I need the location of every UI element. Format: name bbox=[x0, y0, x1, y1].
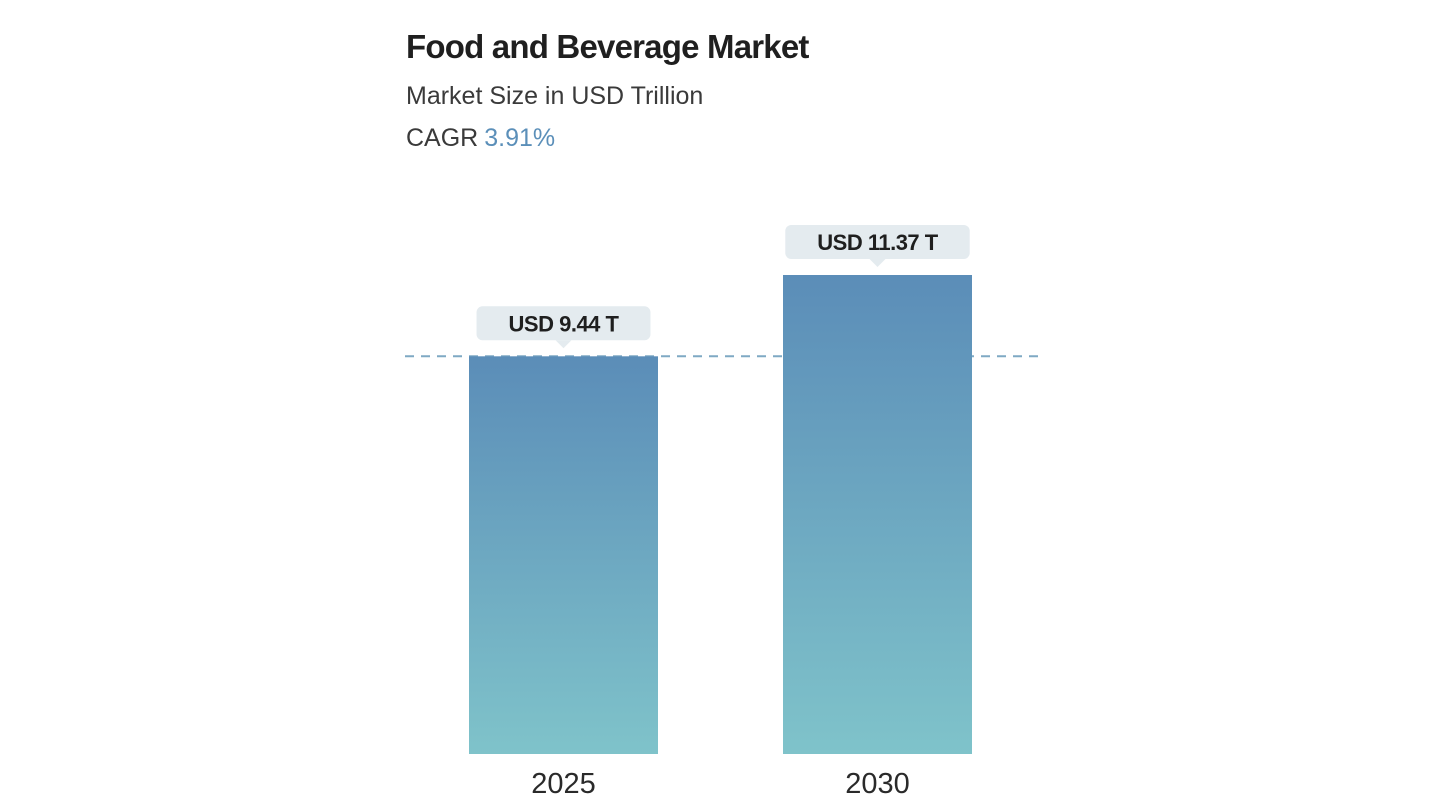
x-tick-label-2030: 2030 bbox=[845, 768, 910, 800]
bars-layer bbox=[469, 275, 972, 754]
x-axis-ticks: 2025 2030 bbox=[531, 768, 910, 800]
cagr-value: 3.91% bbox=[484, 124, 556, 152]
data-label-2030: USD 11.37 T bbox=[785, 225, 970, 267]
cagr-line: CAGR 3.91% bbox=[406, 124, 555, 153]
data-labels-layer: USD 9.44 T USD 11.37 T bbox=[476, 225, 970, 349]
data-label-bubble bbox=[476, 306, 651, 341]
data-label-pointer bbox=[555, 340, 572, 349]
bar-2025 bbox=[469, 356, 658, 754]
x-tick-label-2025: 2025 bbox=[531, 768, 596, 800]
data-label-bubble bbox=[785, 225, 970, 259]
chart-title: Food and Beverage Market bbox=[406, 28, 809, 65]
chart-subtitle: Market Size in USD Trillion bbox=[406, 82, 704, 110]
bar-2030 bbox=[783, 275, 972, 754]
data-label-pointer bbox=[869, 259, 886, 267]
cagr-label: CAGR bbox=[406, 124, 479, 152]
data-label-text: USD 11.37 T bbox=[817, 230, 939, 255]
data-label-2025: USD 9.44 T bbox=[476, 306, 651, 349]
data-label-text: USD 9.44 T bbox=[509, 311, 620, 336]
